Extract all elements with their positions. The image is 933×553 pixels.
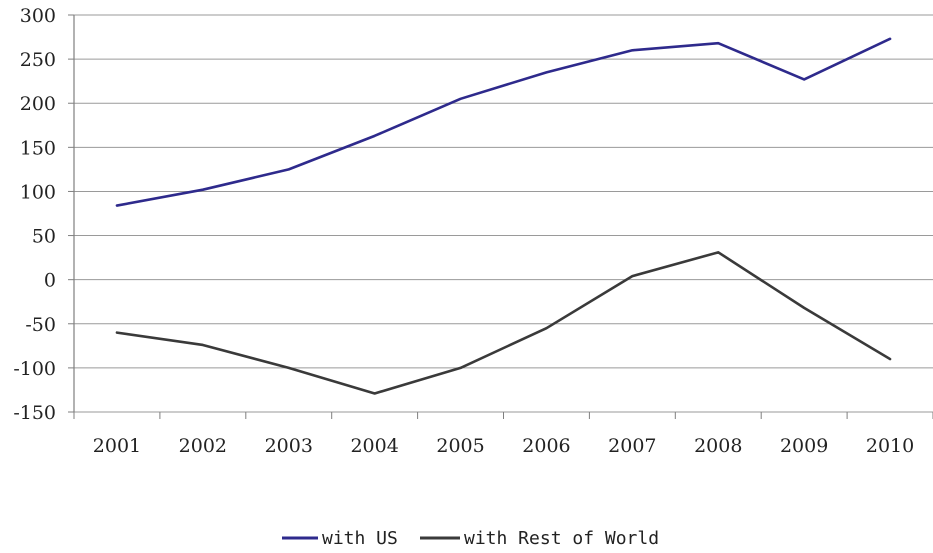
data-point xyxy=(287,168,290,171)
x-tick-label: 2010 xyxy=(866,435,914,457)
series-line xyxy=(115,37,892,207)
series-1 xyxy=(115,37,892,207)
data-point xyxy=(459,98,462,100)
y-tick-label: 250 xyxy=(20,49,56,71)
y-tick-label: 300 xyxy=(20,5,56,27)
y-tick-label: 150 xyxy=(20,137,56,159)
data-point xyxy=(803,78,805,81)
x-tick-label: 2001 xyxy=(93,435,141,457)
y-tick-label: 0 xyxy=(44,270,56,292)
y-tick-label: 100 xyxy=(20,181,56,203)
data-point xyxy=(545,71,548,74)
data-point xyxy=(202,188,204,191)
data-point xyxy=(116,204,118,207)
y-tick-label: -100 xyxy=(13,358,56,380)
x-axis: 2001 2002 2003 2004 2005 2006 2007 2008 2009 2010 xyxy=(73,412,933,457)
legend-label: with US xyxy=(322,528,398,549)
y-tick-label: 200 xyxy=(20,93,56,115)
y-axis: 300 250 200 150 100 50 0 -50 -100 -150 xyxy=(13,5,75,424)
x-tick-label: 2005 xyxy=(436,435,484,457)
data-point xyxy=(373,392,376,395)
series-lines xyxy=(115,37,892,395)
data-point xyxy=(889,38,891,40)
y-tick-label: -150 xyxy=(13,402,56,424)
data-point xyxy=(116,331,118,334)
legend-label: with Rest of World xyxy=(464,528,659,549)
gridlines xyxy=(74,14,933,413)
data-point xyxy=(459,367,462,369)
x-tick-label: 2003 xyxy=(265,435,313,457)
data-point xyxy=(631,49,634,52)
data-point xyxy=(631,275,634,277)
x-tick-label: 2002 xyxy=(179,435,227,457)
y-tick-label: -50 xyxy=(25,314,56,336)
x-tick-label: 2008 xyxy=(694,435,742,457)
legend-item: with Rest of World xyxy=(420,528,659,549)
x-tick-label: 2006 xyxy=(522,435,570,457)
x-tick-label: 2009 xyxy=(780,435,828,457)
legend: with US with Rest of World xyxy=(282,528,659,549)
data-point xyxy=(889,358,891,360)
data-point xyxy=(717,251,720,254)
series-line xyxy=(115,251,892,395)
x-tick-label: 2004 xyxy=(350,435,398,457)
data-point xyxy=(373,135,376,137)
x-tick-label: 2007 xyxy=(608,435,656,457)
data-point xyxy=(803,307,805,309)
data-point xyxy=(202,344,204,346)
series-2 xyxy=(115,251,892,395)
y-tick-label: 50 xyxy=(32,226,56,248)
data-point xyxy=(287,367,290,369)
data-point xyxy=(545,327,548,329)
data-point xyxy=(717,42,720,45)
legend-item: with US xyxy=(282,528,398,549)
